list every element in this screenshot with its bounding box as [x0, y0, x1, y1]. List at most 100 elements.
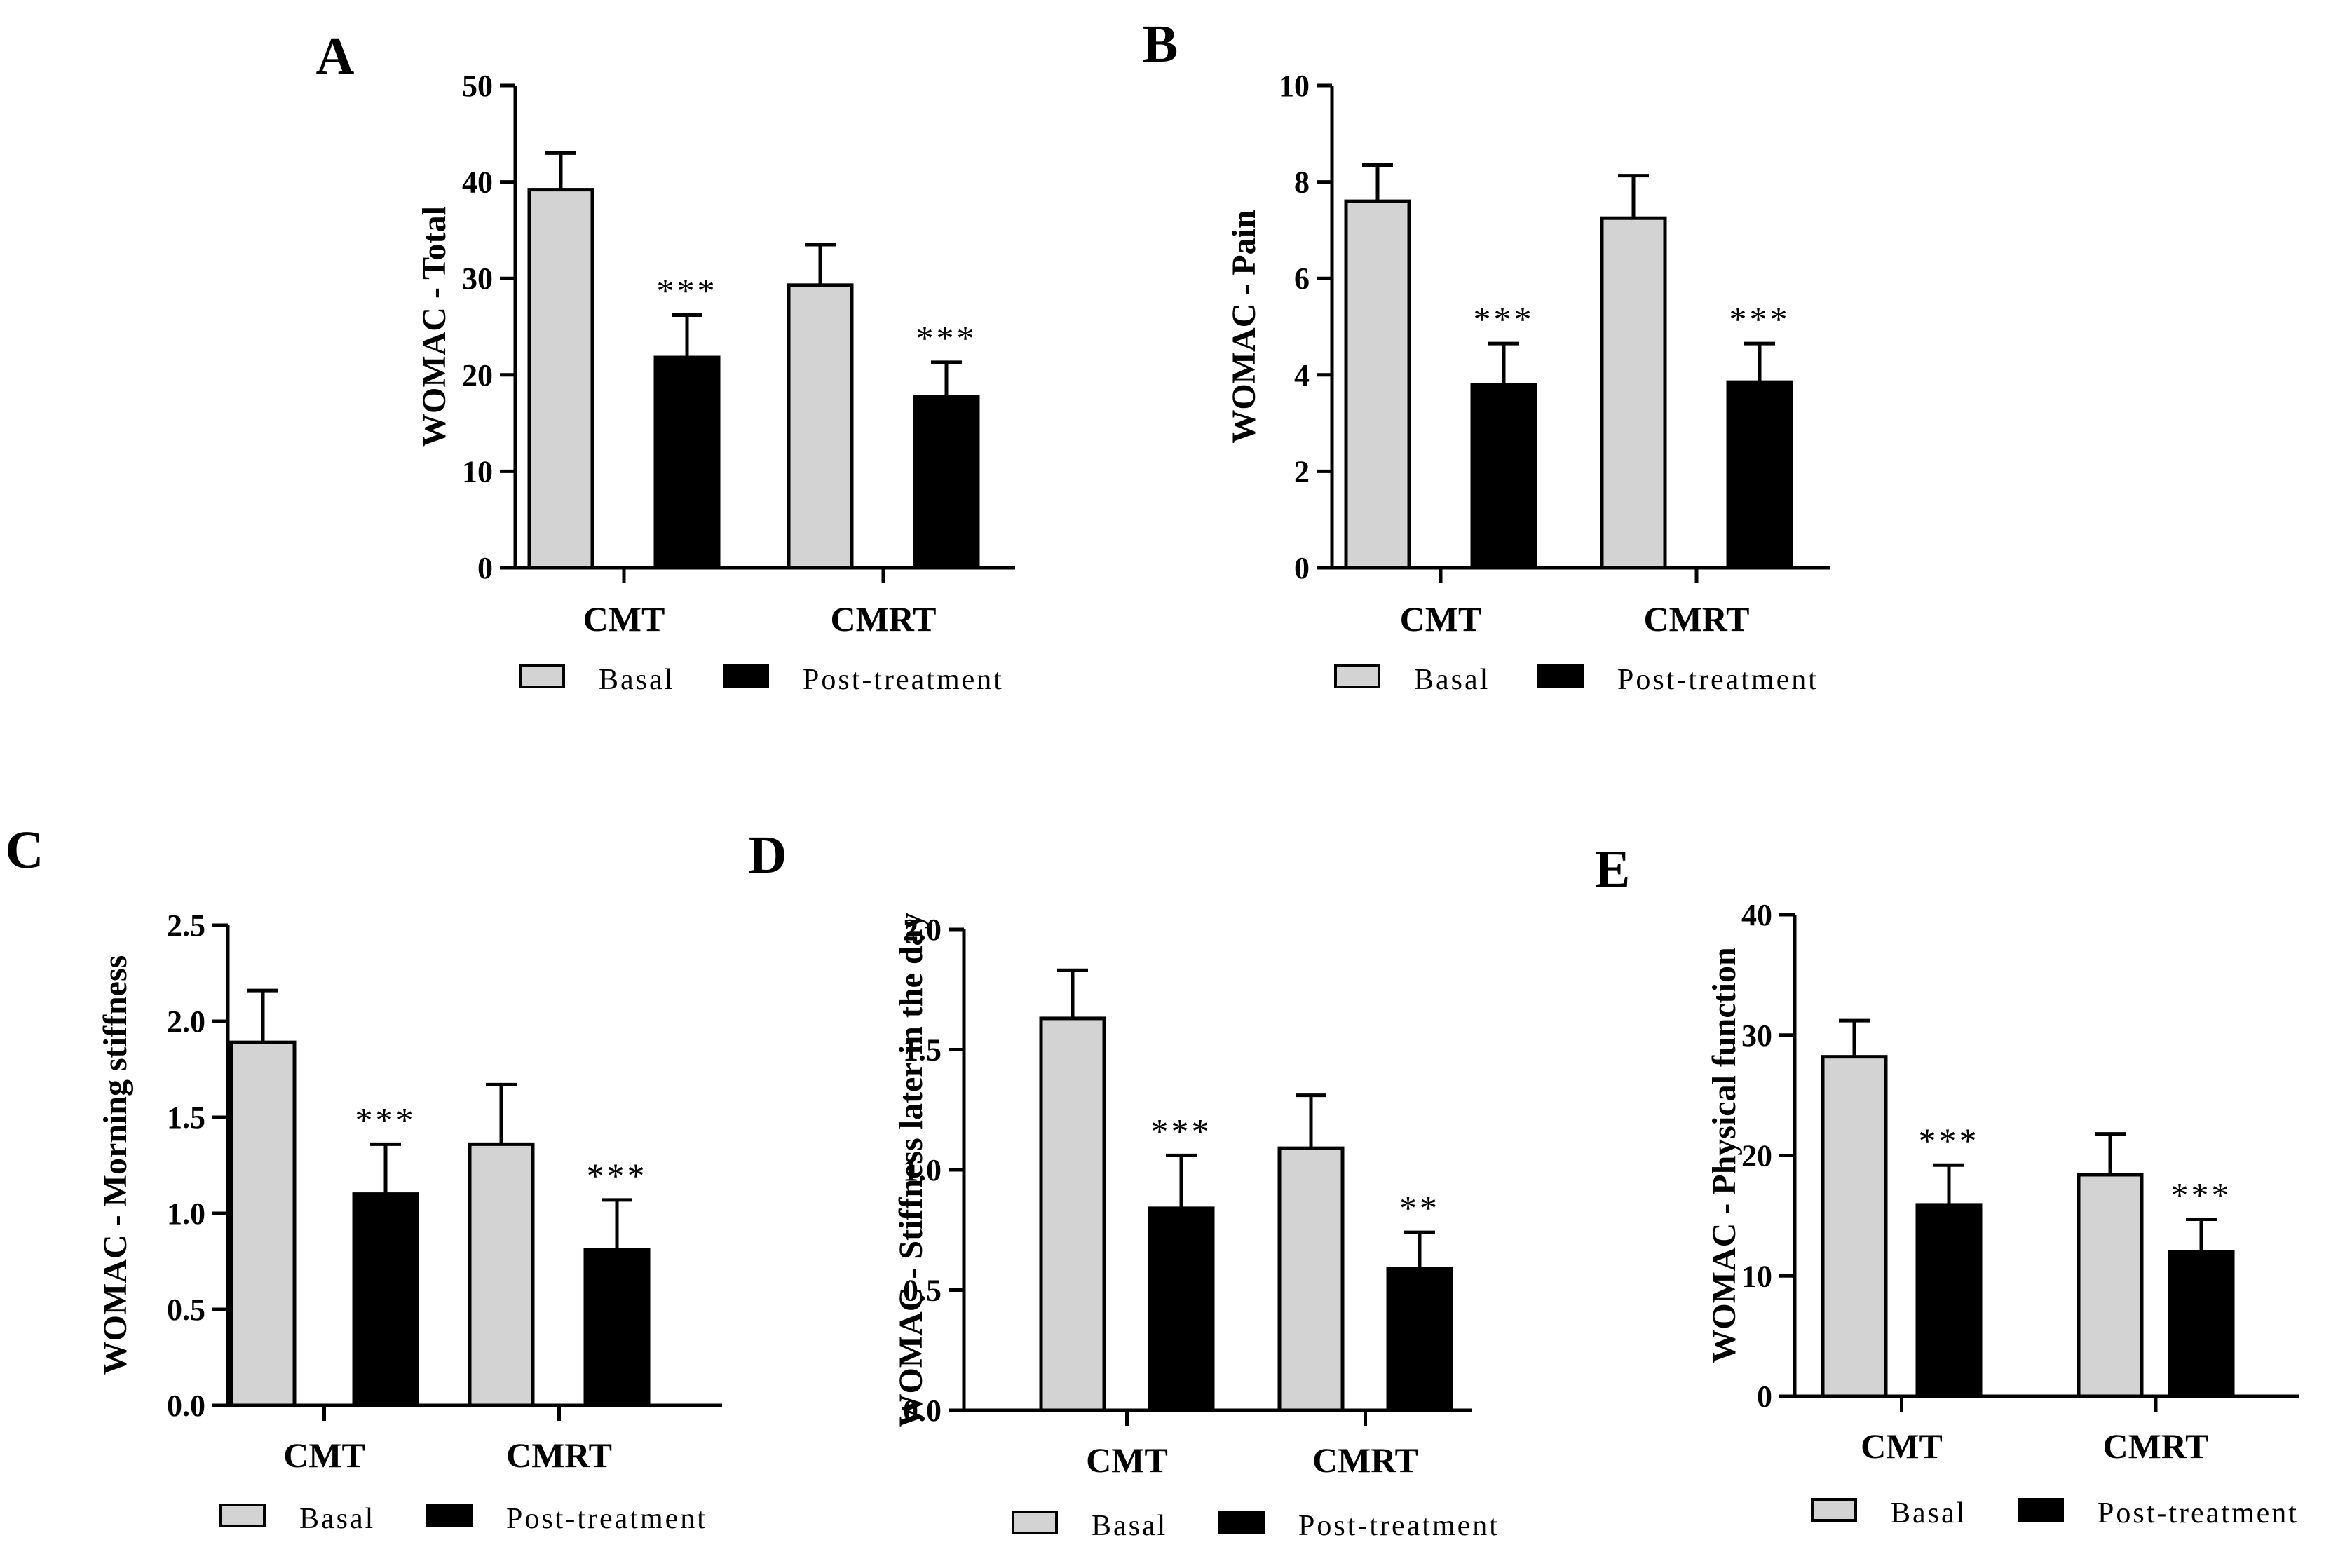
legend-label: Post-treatment [1298, 1510, 1500, 1542]
bar-post-treatment-cmrt [1726, 380, 1793, 570]
y-tick-label: 8 [1294, 165, 1310, 200]
y-tick-label: 2.5 [167, 908, 205, 943]
legend-swatch [1334, 664, 1380, 688]
y-tick-label: 2 [1294, 454, 1310, 489]
y-tick-label: 0.0 [903, 1393, 942, 1428]
chart-panel-c: C WOMAC - Morning stiffness 0.0 0.5 1.0 1.5 2.… [6, 821, 722, 1535]
category-label: CMRT [830, 599, 936, 639]
bar-basal-cmrt [468, 1142, 535, 1407]
bar-basal-cmt [1821, 1055, 1888, 1398]
category-label: CMRT [1312, 1440, 1418, 1480]
y-tick-label: 40 [462, 165, 493, 200]
bar-post-treatment-cmt [1470, 383, 1537, 570]
category-label: CMT [1861, 1426, 1943, 1466]
category-label: CMT [1400, 599, 1482, 639]
y-tick-label: 50 [462, 69, 493, 103]
legend-label: Basal [1891, 1497, 1966, 1529]
bar-basal-cmrt [1277, 1146, 1345, 1412]
bar-post-treatment-cmrt [1386, 1267, 1453, 1412]
y-tick-label: 30 [462, 261, 493, 296]
significance-marker: *** [1474, 299, 1535, 339]
bar-post-treatment-cmt [352, 1192, 419, 1407]
bar-basal-cmt [1344, 199, 1411, 570]
y-axis-title: WOMAC - Pain [1225, 210, 1263, 443]
y-axis-title: WOMAC - Morning stiffness [97, 955, 134, 1375]
bar-basal-cmt [1039, 1016, 1106, 1412]
chart-panel-e: E WOMAC - Physical function 0 10 20 30 40 *** CM… [1595, 840, 2299, 1529]
legend-swatch [2018, 1498, 2064, 1522]
legend-label: Post-treatment [506, 1503, 707, 1535]
y-tick-label: 2.0 [903, 913, 942, 947]
bar-basal-cmrt [1600, 216, 1667, 570]
y-tick-label: 0.5 [167, 1293, 205, 1327]
significance-marker: *** [1919, 1121, 1980, 1160]
y-tick-label: 4 [1294, 358, 1310, 393]
bar-post-treatment-cmt [1148, 1206, 1215, 1412]
legend-label: Basal [1414, 664, 1490, 696]
legend-swatch [1537, 664, 1584, 688]
y-tick-label: 20 [1741, 1139, 1772, 1173]
y-tick-label: 6 [1294, 261, 1310, 296]
significance-marker: *** [1729, 299, 1790, 339]
y-tick-label: 1.5 [167, 1100, 205, 1135]
y-tick-label: 10 [1741, 1259, 1772, 1293]
y-tick-label: 2.0 [167, 1004, 205, 1039]
y-axis-title: WOMAC - Total [416, 206, 453, 447]
bar-basal-cmrt [787, 283, 854, 570]
legend-swatch [219, 1504, 266, 1527]
category-label: CMT [283, 1436, 365, 1475]
significance-marker: *** [587, 1156, 648, 1195]
panel-letter: D [749, 826, 787, 885]
chart-panel-b: B WOMAC - Pain 0 2 4 6 8 10 *** CMT *** CMRT Basal Po… [1143, 15, 1830, 696]
significance-marker: *** [657, 271, 718, 310]
panel-letter: C [6, 821, 44, 880]
legend-label: Post-treatment [803, 664, 1004, 696]
legend-swatch [723, 664, 769, 688]
y-tick-label: 0 [1294, 551, 1310, 585]
legend-swatch [1218, 1511, 1265, 1534]
legend-label: Post-treatment [1617, 664, 1819, 696]
significance-marker: *** [355, 1100, 416, 1139]
legend-swatch [426, 1504, 473, 1527]
significance-marker: *** [1151, 1111, 1212, 1150]
category-label: CMT [583, 599, 665, 639]
y-tick-label: 30 [1741, 1018, 1772, 1053]
legend-swatch [1012, 1511, 1058, 1534]
y-tick-label: 1.0 [903, 1153, 942, 1187]
y-axis-title: WOMAC - Stiffness later in the day [892, 912, 930, 1427]
legend-label: Post-treatment [2098, 1497, 2299, 1529]
category-label: CMT [1086, 1440, 1168, 1480]
bar-basal-cmt [527, 188, 594, 570]
panel-letter: E [1595, 840, 1631, 899]
y-tick-label: 1.0 [167, 1197, 205, 1231]
significance-marker: *** [916, 318, 977, 357]
y-tick-label: 0.5 [903, 1274, 942, 1308]
panel-letter: B [1143, 15, 1178, 74]
legend-label: Basal [1092, 1510, 1167, 1542]
bar-post-treatment-cmrt [913, 395, 980, 570]
significance-marker: ** [1399, 1188, 1440, 1227]
y-tick-label: 1.5 [903, 1033, 942, 1068]
panel-letter: A [316, 27, 355, 86]
legend-label: Basal [299, 1503, 375, 1535]
bar-post-treatment-cmrt [2168, 1250, 2235, 1398]
legend-label: Basal [599, 664, 674, 696]
category-label: CMRT [1643, 599, 1749, 639]
legend-swatch [1811, 1498, 1857, 1522]
y-tick-label: 10 [462, 454, 493, 489]
y-tick-label: 40 [1741, 898, 1772, 932]
bar-post-treatment-cmt [1915, 1203, 1983, 1398]
y-tick-label: 20 [462, 358, 493, 393]
bar-basal-cmrt [2077, 1173, 2144, 1398]
category-label: CMRT [506, 1436, 612, 1475]
bar-basal-cmt [229, 1040, 297, 1407]
y-tick-label: 0 [1757, 1379, 1772, 1414]
category-label: CMRT [2102, 1426, 2208, 1466]
bar-post-treatment-cmt [653, 355, 721, 570]
legend-swatch [519, 664, 565, 688]
y-axis-title: WOMAC - Physical function [1706, 947, 1743, 1363]
significance-marker: *** [2171, 1175, 2232, 1215]
bar-post-treatment-cmrt [583, 1248, 651, 1407]
